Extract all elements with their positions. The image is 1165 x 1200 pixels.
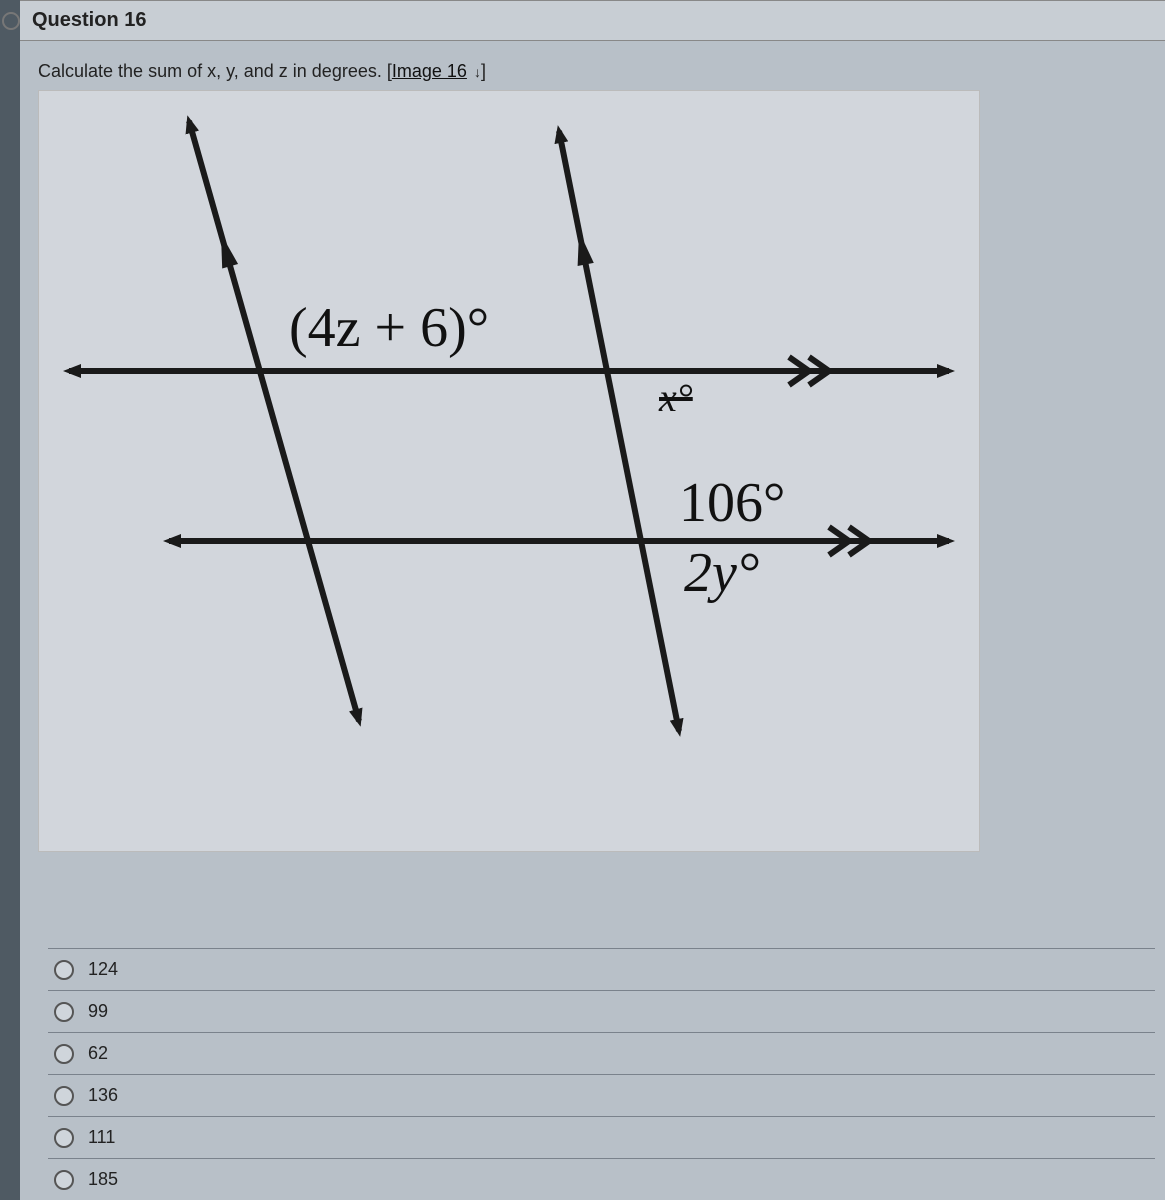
- download-icon[interactable]: ↓: [474, 64, 481, 80]
- option-label: 124: [88, 959, 118, 980]
- option-row[interactable]: 124: [48, 948, 1155, 990]
- answer-options: 124 99 62 136 111 185: [48, 948, 1155, 1200]
- option-row[interactable]: 111: [48, 1116, 1155, 1158]
- option-label: 99: [88, 1001, 108, 1022]
- question-body: Calculate the sum of x, y, and z in degr…: [20, 41, 1165, 852]
- geometry-figure: (4z + 6)° x° 106° 2y°: [38, 90, 980, 852]
- radio-icon[interactable]: [54, 1086, 74, 1106]
- radio-icon[interactable]: [54, 1128, 74, 1148]
- question-number: Question 16: [32, 9, 146, 31]
- question-prompt: Calculate the sum of x, y, and z in degr…: [38, 61, 1147, 82]
- option-row[interactable]: 185: [48, 1158, 1155, 1200]
- option-row[interactable]: 136: [48, 1074, 1155, 1116]
- gutter-radio-icon: [2, 12, 20, 30]
- svg-text:106°: 106°: [679, 472, 785, 534]
- radio-icon[interactable]: [54, 1044, 74, 1064]
- svg-text:2y°: 2y°: [684, 542, 759, 604]
- radio-icon[interactable]: [54, 960, 74, 980]
- option-label: 62: [88, 1043, 108, 1064]
- question-header: Question 16: [20, 0, 1165, 41]
- radio-icon[interactable]: [54, 1170, 74, 1190]
- image-link[interactable]: Image 16: [392, 61, 467, 81]
- svg-text:(4z + 6)°: (4z + 6)°: [289, 297, 489, 359]
- option-row[interactable]: 62: [48, 1032, 1155, 1074]
- option-label: 136: [88, 1085, 118, 1106]
- prompt-text-after: ]: [481, 61, 486, 81]
- prompt-text-before: Calculate the sum of x, y, and z in degr…: [38, 61, 392, 81]
- left-gutter: [0, 0, 20, 1200]
- option-row[interactable]: 99: [48, 990, 1155, 1032]
- option-label: 111: [88, 1127, 115, 1148]
- radio-icon[interactable]: [54, 1002, 74, 1022]
- svg-text:x°: x°: [658, 375, 693, 420]
- question-page: Question 16 Calculate the sum of x, y, a…: [20, 0, 1165, 1200]
- option-label: 185: [88, 1169, 118, 1190]
